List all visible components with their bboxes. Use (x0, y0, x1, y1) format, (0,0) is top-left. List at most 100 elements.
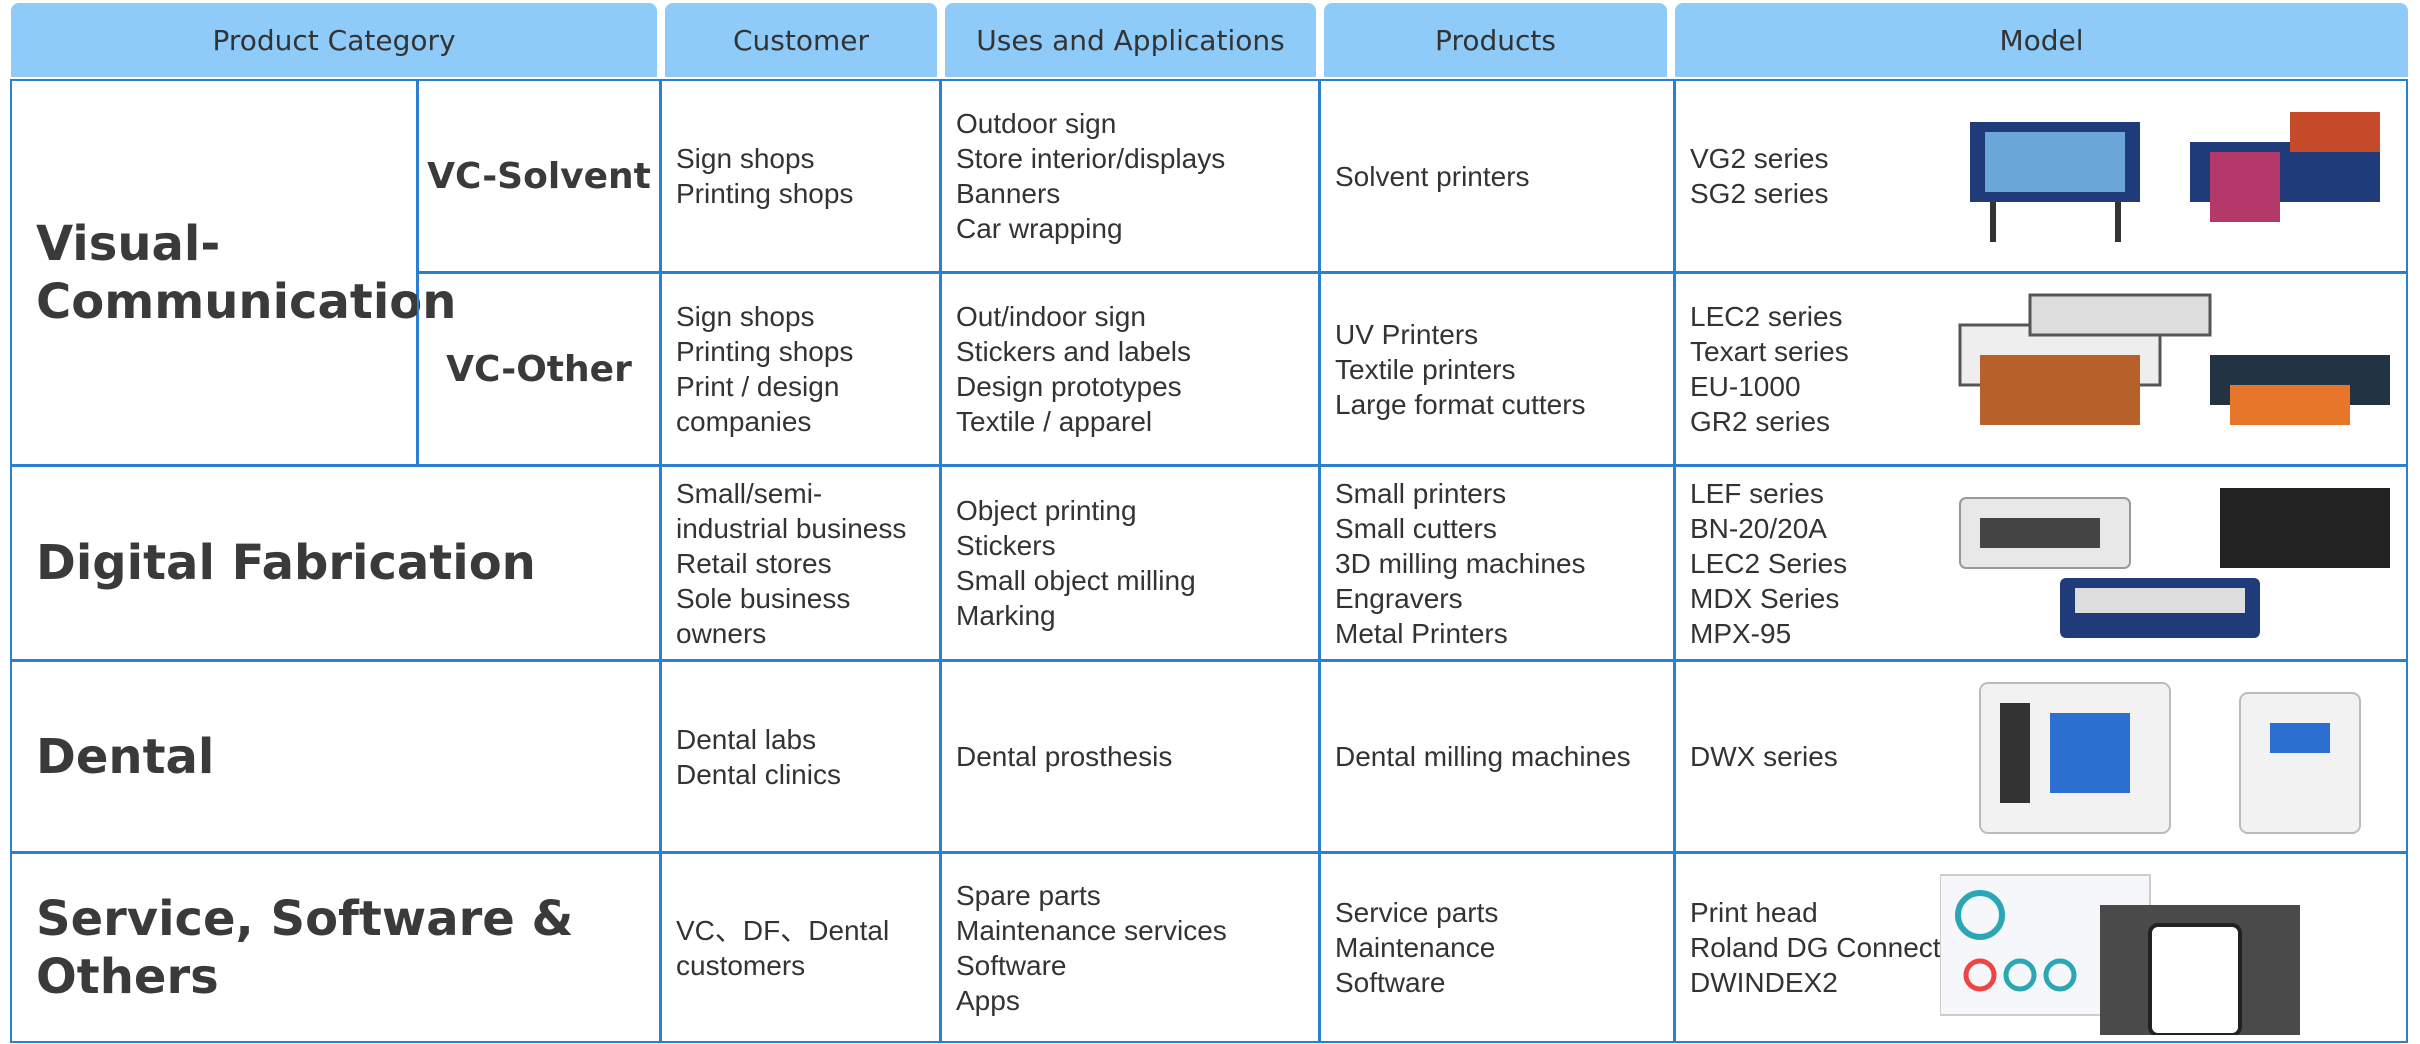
product-image (1958, 293, 2390, 425)
product-image (1970, 112, 2380, 242)
category-name: Visual-Communication (36, 215, 457, 330)
customer-line: Printing shops (676, 336, 854, 367)
customer-line: Sole business (676, 582, 851, 614)
category-cell: Service, Software & Others (10, 852, 661, 1043)
model-line: LEF series (1690, 477, 1824, 509)
uses-line: Software (956, 949, 1067, 981)
products-line: Small printers (1335, 477, 1507, 509)
uses-cell: Outdoor sign Store interior/displays Banne… (940, 79, 1320, 273)
category-cell: Visual-Communication (10, 79, 457, 466)
uses-line: Maintenance services (956, 914, 1227, 946)
products-line: Maintenance (1335, 932, 1496, 963)
model-line: LEC2 Series (1690, 547, 1848, 579)
products-cell: UV Printers Textile printers Large format … (1319, 272, 1675, 466)
products-line: Textile printers (1335, 353, 1516, 385)
uses-line: Store interior/displays (956, 143, 1226, 174)
customer-cell: Sign shops Printing shops Print / design co… (660, 272, 941, 466)
model-line: GR2 series (1690, 406, 1831, 437)
uses-line: Object printing (956, 495, 1137, 526)
customer-line: customers (676, 949, 806, 981)
header-cell: Model (1675, 3, 2408, 77)
header-cell: Uses and Applications (945, 3, 1316, 77)
uses-line: Spare parts (956, 879, 1101, 911)
customer-line: Retail stores (676, 547, 832, 579)
uses-cell: Spare parts Maintenance services Software A… (940, 852, 1320, 1043)
model-line: Texart series (1690, 336, 1849, 367)
uses-line: Apps (956, 984, 1020, 1016)
uses-line: Marking (956, 600, 1056, 631)
model-cell: LEC2 series Texart series EU-1000 GR2 serie… (1674, 272, 2408, 466)
customer-line: industrial business (676, 512, 907, 544)
products-line: Software (1335, 967, 1446, 998)
model-cell: Print head Roland DG Connect DWINDEX2 (1674, 852, 2408, 1043)
uses-line: Small object milling (956, 565, 1196, 596)
customer-line: Sign shops (676, 143, 815, 174)
customer-line: Printing shops (676, 178, 854, 209)
model-line: SG2 series (1690, 178, 1829, 209)
customer-line: VC、DF、Dental (676, 914, 890, 946)
category-name: Dental (36, 728, 215, 785)
customer-line: Small/semi- (676, 477, 823, 509)
uses-cell: Object printing Stickers Small object mill… (940, 465, 1320, 661)
uses-line: Outdoor sign (956, 108, 1117, 139)
customer-cell: Small/semi-industrial business Retail sto… (660, 465, 941, 661)
model-line: EU-1000 (1690, 371, 1801, 402)
segment-name: VC-Solvent (427, 155, 651, 197)
customer-line: Print / design (676, 371, 840, 402)
products-line: Solvent printers (1335, 160, 1530, 192)
product-image (1940, 874, 2300, 1035)
customer-line: Dental labs (676, 723, 817, 755)
model-line: LEC2 series (1690, 301, 1843, 332)
model-line: DWINDEX2 (1690, 967, 1838, 998)
uses-line: Car wrapping (956, 213, 1123, 244)
uses-line: Out/indoor sign (956, 301, 1146, 332)
customer-cell: Sign shops Printing shops (660, 79, 941, 273)
customer-line: owners (676, 617, 767, 649)
header-cell: Customer (665, 3, 937, 77)
model-line: VG2 series (1690, 143, 1829, 174)
model-line: BN-20/20A (1690, 512, 1827, 544)
category-name: Digital Fabrication (36, 535, 536, 591)
products-line: UV Printers (1335, 318, 1479, 350)
model-line: Print head (1690, 897, 1818, 928)
customer-line: companies (676, 406, 812, 437)
uses-line: Stickers and labels (956, 336, 1192, 367)
customer-line: Sign shops (676, 301, 815, 332)
product-image (1979, 682, 2361, 834)
category-cell: Dental (10, 660, 661, 853)
product-image (1959, 488, 2390, 638)
customer-cell: VC、DF、Dental customers (660, 852, 941, 1043)
products-line: Engravers (1335, 582, 1463, 614)
products-line: Service parts (1335, 897, 1499, 928)
segment-cell: VC-Solvent (417, 79, 661, 273)
uses-line: Stickers (956, 530, 1056, 561)
category-cell: Digital Fabrication (10, 465, 661, 661)
uses-cell: Out/indoor sign Stickers and labels Design… (940, 272, 1320, 466)
uses-line: Banners (956, 178, 1061, 209)
model-line: MPX-95 (1690, 617, 1792, 649)
products-line: Dental milling machines (1335, 741, 1631, 772)
header-cell: Product Category (11, 3, 657, 77)
customer-line: Dental clinics (676, 758, 841, 790)
products-cell: Solvent printers (1319, 79, 1675, 273)
products-line: 3D milling machines (1335, 547, 1586, 579)
products-cell: Service parts Maintenance Software (1319, 852, 1675, 1043)
customer-cell: Dental labs Dental clinics (660, 660, 941, 853)
segment-cell: VC-Other (417, 272, 661, 466)
header-cell: Products (1324, 3, 1667, 77)
products-cell: Dental milling machines (1319, 660, 1675, 853)
uses-line: Dental prosthesis (956, 741, 1173, 772)
uses-line: Design prototypes (956, 371, 1182, 402)
products-line: Large format cutters (1335, 388, 1586, 420)
products-line: Metal Printers (1335, 617, 1508, 649)
model-line: Roland DG Connect (1690, 932, 1941, 963)
model-line: DWX series (1690, 741, 1838, 772)
products-line: Small cutters (1335, 512, 1497, 544)
uses-cell: Dental prosthesis (940, 660, 1320, 853)
products-cell: Small printers Small cutters 3D milling ma… (1319, 465, 1675, 661)
category-name: Service, Software & Others (36, 890, 574, 1005)
uses-line: Textile / apparel (956, 406, 1153, 437)
segment-name: VC-Other (446, 348, 632, 390)
model-line: MDX Series (1690, 582, 1840, 614)
